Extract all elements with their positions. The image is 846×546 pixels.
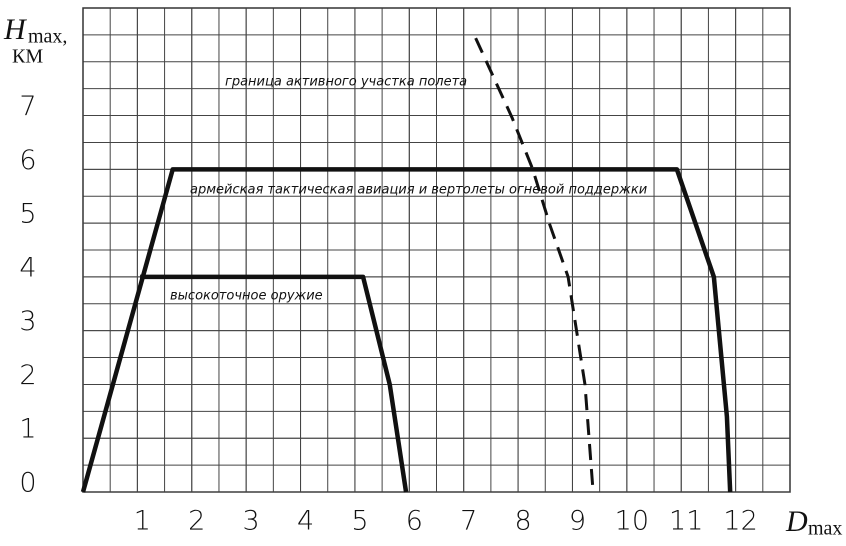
x-label-index: max <box>808 518 842 540</box>
y-tick-label: 0 <box>19 468 36 499</box>
x-tick-label: 3 <box>243 506 260 537</box>
x-tick-label: 7 <box>460 506 477 537</box>
x-tick-label: 5 <box>351 506 368 537</box>
y-tick-label: 3 <box>19 306 36 337</box>
y-label-unit: КМ <box>12 46 43 68</box>
y-tick-label: 5 <box>19 199 36 230</box>
y-tick-label: 7 <box>19 91 36 122</box>
series-label: армейская тактическая авиация и вертолет… <box>190 183 647 198</box>
x-tick-label: 11 <box>669 506 703 537</box>
x-tick-label: 1 <box>134 506 151 537</box>
series-label: граница активного участка полета <box>225 75 467 90</box>
x-tick-label: 6 <box>406 506 423 537</box>
y-label-index: max, <box>28 26 67 48</box>
x-label: D <box>785 505 808 538</box>
x-tick-label: 4 <box>297 506 314 537</box>
y-tick-label: 6 <box>19 145 36 176</box>
x-tick-label: 9 <box>569 506 586 537</box>
series-line <box>140 274 409 493</box>
y-tick-label: 2 <box>19 360 36 391</box>
y-tick-label: 1 <box>19 414 36 445</box>
y-tick-label: 4 <box>19 252 36 283</box>
y-label: H <box>3 13 28 46</box>
x-tick-label: 8 <box>514 506 531 537</box>
series-line <box>474 37 595 493</box>
series-label: высокоточное оружие <box>170 289 323 304</box>
x-tick-label: 2 <box>188 506 205 537</box>
x-tick-label: 10 <box>615 506 649 537</box>
x-tick-label: 12 <box>723 506 757 537</box>
series-line <box>80 167 733 493</box>
